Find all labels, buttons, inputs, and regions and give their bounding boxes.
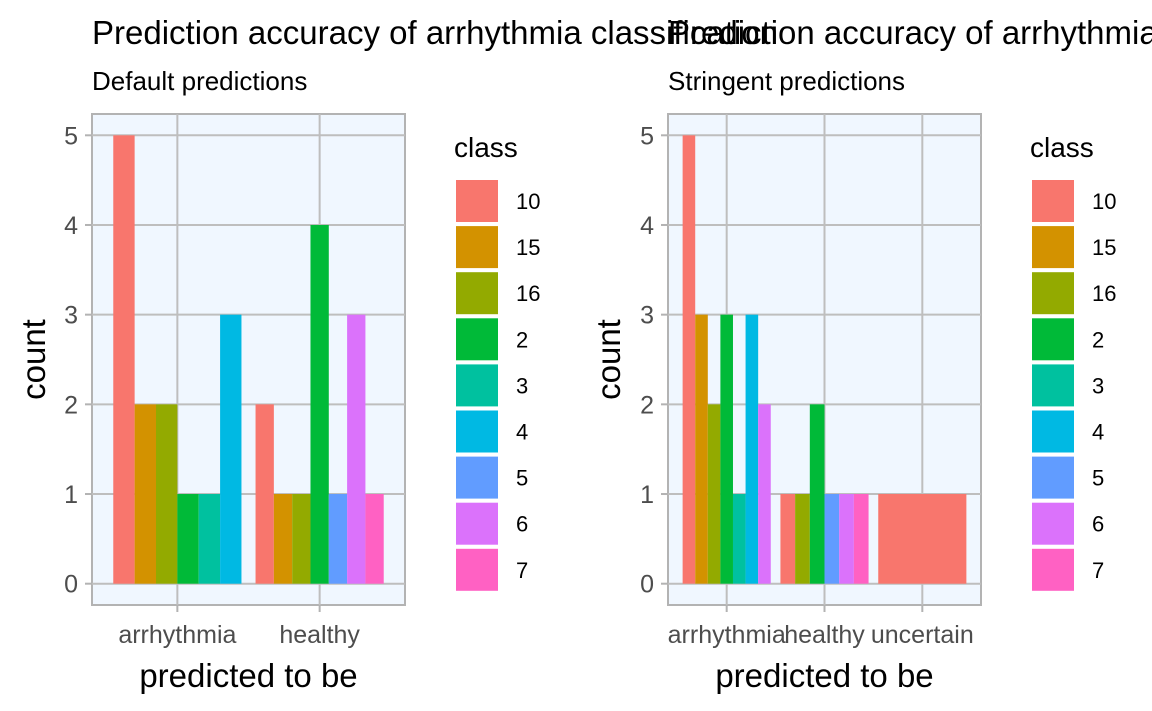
bar-arrhythmia-class-2 bbox=[177, 494, 199, 584]
bar-healthy-class-10 bbox=[255, 404, 274, 584]
bar-arrhythmia-class-15 bbox=[134, 404, 156, 584]
legend-key-2 bbox=[1032, 318, 1074, 361]
bar-arrhythmia-class-2 bbox=[720, 314, 733, 584]
x-tick-label: arrhythmia bbox=[668, 621, 786, 649]
legend-label-10: 10 bbox=[516, 189, 540, 214]
x-axis-title: predicted to be bbox=[139, 657, 357, 694]
y-tick-label: 0 bbox=[640, 571, 654, 599]
bar-arrhythmia-class-15 bbox=[695, 314, 708, 584]
legend-key-15 bbox=[1032, 226, 1074, 269]
legend-label-7: 7 bbox=[516, 558, 528, 583]
legend-label-4: 4 bbox=[1092, 420, 1104, 445]
legend-key-6 bbox=[456, 502, 498, 545]
bar-arrhythmia-class-3 bbox=[198, 494, 221, 584]
legend-label-6: 6 bbox=[516, 512, 528, 537]
bar-healthy-class-16 bbox=[292, 494, 311, 584]
bar-arrhythmia-class-4 bbox=[220, 314, 242, 584]
legend-key-4 bbox=[456, 410, 498, 453]
legend-label-7: 7 bbox=[1092, 558, 1104, 583]
panel-2: Prediction accuracy of arrhythmia classi… bbox=[590, 14, 1152, 694]
bar-healthy-class-6 bbox=[347, 314, 366, 584]
x-tick-label: healthy bbox=[784, 621, 865, 649]
bar-arrhythmia-class-3 bbox=[732, 494, 746, 584]
legend-label-16: 16 bbox=[1092, 281, 1116, 306]
x-tick-label: uncertain bbox=[871, 621, 974, 649]
chart-subtitle: Stringent predictions bbox=[668, 66, 905, 96]
legend-label-15: 15 bbox=[1092, 235, 1116, 260]
legend-key-3 bbox=[456, 364, 498, 407]
x-tick-label: healthy bbox=[279, 621, 360, 649]
bar-healthy-class-16 bbox=[795, 494, 810, 584]
x-axis-title: predicted to be bbox=[715, 657, 933, 694]
bar-healthy-class-2 bbox=[809, 404, 825, 584]
legend-key-5 bbox=[456, 456, 498, 499]
legend-key-7 bbox=[1032, 548, 1074, 591]
legend-label-16: 16 bbox=[516, 281, 540, 306]
bar-arrhythmia-class-10 bbox=[682, 135, 696, 584]
y-tick-label: 1 bbox=[64, 481, 78, 509]
y-tick-label: 2 bbox=[640, 391, 654, 419]
legend-key-15 bbox=[456, 226, 498, 269]
legend-label-6: 6 bbox=[1092, 512, 1104, 537]
bar-arrhythmia-class-16 bbox=[155, 404, 178, 584]
y-tick-label: 4 bbox=[64, 212, 78, 240]
y-tick-label: 5 bbox=[640, 122, 654, 150]
legend-key-2 bbox=[456, 318, 498, 361]
legend-label-10: 10 bbox=[1092, 189, 1116, 214]
bar-healthy-class-6 bbox=[839, 494, 854, 584]
bar-healthy-class-15 bbox=[273, 494, 293, 584]
legend-label-2: 2 bbox=[516, 327, 528, 352]
bar-arrhythmia-class-6 bbox=[758, 404, 771, 584]
y-tick-label: 1 bbox=[640, 481, 654, 509]
panel-1: Prediction accuracy of arrhythmia classi… bbox=[15, 14, 778, 694]
legend-title: class bbox=[454, 132, 518, 163]
legend-key-7 bbox=[456, 548, 498, 591]
legend-key-10 bbox=[456, 180, 498, 222]
legend-title: class bbox=[1030, 132, 1094, 163]
legend-key-16 bbox=[456, 272, 498, 315]
legend-key-10 bbox=[1032, 180, 1074, 222]
legend-key-6 bbox=[1032, 502, 1074, 545]
bar-healthy-class-10 bbox=[780, 494, 796, 584]
x-tick-label: arrhythmia bbox=[118, 621, 236, 649]
y-tick-label: 4 bbox=[640, 212, 654, 240]
y-tick-label: 0 bbox=[64, 571, 78, 599]
legend-label-15: 15 bbox=[516, 235, 540, 260]
y-tick-label: 3 bbox=[640, 302, 654, 330]
bar-arrhythmia-class-16 bbox=[707, 404, 721, 584]
legend-label-3: 3 bbox=[516, 373, 528, 398]
chart-title: Prediction accuracy of arrhythmia classi… bbox=[668, 14, 1152, 51]
legend-label-5: 5 bbox=[516, 466, 528, 491]
bar-arrhythmia-class-4 bbox=[745, 314, 759, 584]
y-tick-label: 2 bbox=[64, 391, 78, 419]
legend: class 10 15 16 2 3 4 5 6 7 bbox=[454, 132, 540, 591]
legend-label-2: 2 bbox=[1092, 327, 1104, 352]
y-tick-label: 3 bbox=[64, 302, 78, 330]
bar-healthy-class-2 bbox=[310, 224, 329, 584]
chart-subtitle: Default predictions bbox=[92, 66, 307, 96]
legend-key-3 bbox=[1032, 364, 1074, 407]
legend-label-4: 4 bbox=[516, 420, 528, 445]
y-axis-title: count bbox=[15, 319, 52, 400]
legend-key-5 bbox=[1032, 456, 1074, 499]
legend-label-3: 3 bbox=[1092, 373, 1104, 398]
legend-key-16 bbox=[1032, 272, 1074, 315]
chart-title: Prediction accuracy of arrhythmia classi… bbox=[92, 14, 778, 51]
y-axis-title: count bbox=[590, 319, 627, 400]
legend-label-5: 5 bbox=[1092, 466, 1104, 491]
bar-arrhythmia-class-10 bbox=[113, 135, 135, 584]
bar-healthy-class-5 bbox=[328, 494, 348, 584]
legend: class 10 15 16 2 3 4 5 6 7 bbox=[1030, 132, 1116, 591]
y-tick-label: 5 bbox=[64, 122, 78, 150]
bar-uncertain-class-10 bbox=[878, 494, 967, 584]
bar-healthy-class-7 bbox=[853, 494, 869, 584]
bar-healthy-class-7 bbox=[365, 494, 384, 584]
legend-key-4 bbox=[1032, 410, 1074, 453]
bar-healthy-class-5 bbox=[824, 494, 840, 584]
